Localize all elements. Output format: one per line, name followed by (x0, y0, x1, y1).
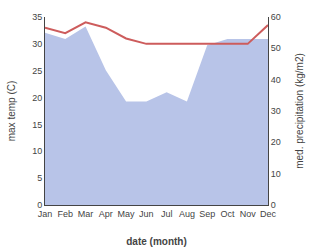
svg-text:30: 30 (271, 106, 281, 116)
svg-text:Sep: Sep (199, 209, 215, 219)
svg-text:15: 15 (32, 120, 42, 130)
svg-text:10: 10 (32, 146, 42, 156)
svg-text:Dec: Dec (260, 209, 277, 219)
svg-text:Apr: Apr (99, 209, 113, 219)
svg-text:Jul: Jul (161, 209, 173, 219)
svg-text:5: 5 (37, 173, 42, 183)
svg-text:20: 20 (271, 137, 281, 147)
svg-text:Feb: Feb (58, 209, 74, 219)
svg-text:35: 35 (32, 12, 42, 22)
svg-text:20: 20 (32, 93, 42, 103)
svg-text:Aug: Aug (179, 209, 195, 219)
svg-text:Mar: Mar (78, 209, 94, 219)
svg-text:Oct: Oct (220, 209, 235, 219)
svg-text:Jan: Jan (38, 209, 53, 219)
svg-text:May: May (118, 209, 136, 219)
svg-text:25: 25 (32, 66, 42, 76)
svg-text:50: 50 (271, 43, 281, 53)
svg-text:60: 60 (271, 12, 281, 22)
svg-text:max temp (C): max temp (C) (6, 81, 17, 142)
svg-text:date (month): date (month) (126, 236, 187, 247)
svg-text:0: 0 (37, 200, 42, 210)
svg-text:Nov: Nov (240, 209, 257, 219)
svg-text:40: 40 (271, 75, 281, 85)
svg-text:med. precipitation (kg/m2): med. precipitation (kg/m2) (294, 53, 305, 169)
svg-text:30: 30 (32, 39, 42, 49)
svg-text:0: 0 (271, 200, 276, 210)
svg-text:10: 10 (271, 169, 281, 179)
svg-text:Jun: Jun (139, 209, 154, 219)
